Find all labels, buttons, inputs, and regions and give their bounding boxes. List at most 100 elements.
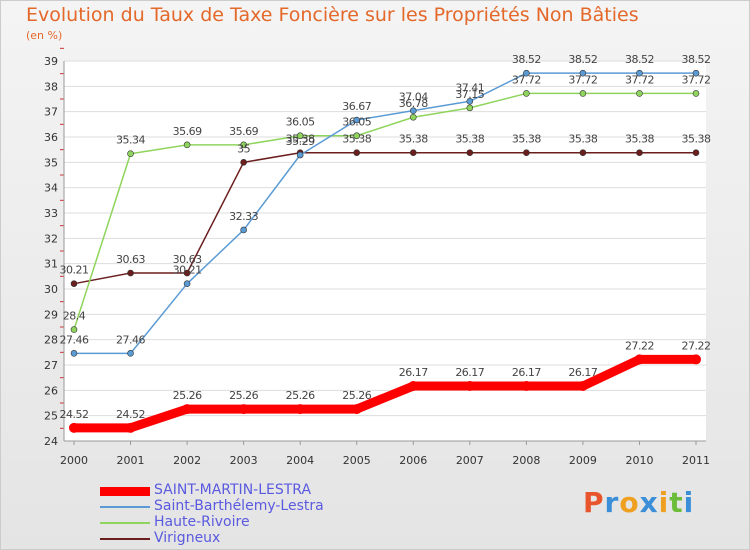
x-tick-label: 2008 bbox=[512, 454, 540, 467]
legend-swatch bbox=[100, 538, 150, 540]
data-point bbox=[295, 404, 306, 415]
data-point bbox=[183, 269, 191, 277]
data-point bbox=[579, 69, 587, 77]
data-label: 38.52 bbox=[568, 53, 597, 66]
proxiti-logo: Proxiti bbox=[583, 486, 694, 519]
data-point bbox=[636, 69, 643, 77]
y-tick-label: 28 bbox=[44, 334, 58, 347]
chart-title: Evolution du Taux de Taxe Foncière sur l… bbox=[26, 4, 639, 26]
data-point bbox=[466, 104, 474, 112]
data-label: 30.21 bbox=[60, 264, 89, 277]
data-point bbox=[70, 350, 78, 357]
data-label: 30.63 bbox=[173, 253, 202, 266]
data-point bbox=[70, 326, 78, 333]
data-label: 35 bbox=[237, 142, 250, 155]
y-tick-label: 33 bbox=[44, 207, 58, 220]
data-label: 37.41 bbox=[455, 81, 484, 94]
legend-label: Virigneux bbox=[154, 530, 221, 546]
data-label: 35.69 bbox=[173, 125, 202, 138]
series-line-0 bbox=[74, 354, 696, 433]
x-tick-label: 2006 bbox=[399, 454, 427, 467]
data-point bbox=[240, 141, 247, 149]
data-point bbox=[636, 149, 643, 157]
data-point bbox=[125, 422, 136, 433]
data-label: 30.21 bbox=[173, 264, 202, 277]
y-tick-label: 30 bbox=[44, 283, 58, 296]
logo-letter: x bbox=[639, 486, 659, 519]
legend-label: Saint-Barthélemy-Lestra bbox=[154, 498, 324, 514]
data-label: 37.72 bbox=[568, 73, 597, 86]
data-point bbox=[409, 149, 417, 157]
y-tick-label: 34 bbox=[44, 182, 58, 195]
data-point bbox=[579, 149, 587, 157]
data-label: 26.17 bbox=[399, 366, 428, 379]
data-label: 38.52 bbox=[625, 53, 654, 66]
logo-letter: o bbox=[619, 486, 640, 519]
data-label: 35.38 bbox=[625, 133, 654, 146]
data-point bbox=[408, 381, 419, 392]
y-tick-label: 25 bbox=[44, 410, 58, 423]
x-tick-label: 2001 bbox=[117, 454, 145, 467]
chart-unit: (en %) bbox=[26, 29, 63, 42]
x-tick-label: 2002 bbox=[173, 454, 201, 467]
data-point bbox=[409, 107, 417, 114]
data-point bbox=[692, 69, 700, 77]
logo-letter: t bbox=[669, 486, 684, 519]
plot-area bbox=[64, 61, 706, 441]
data-label: 37.72 bbox=[682, 73, 711, 86]
y-tick-label: 27 bbox=[44, 359, 58, 372]
x-tick-label: 2007 bbox=[456, 454, 484, 467]
data-label: 26.17 bbox=[568, 366, 597, 379]
data-point bbox=[577, 381, 588, 392]
data-point bbox=[464, 381, 475, 392]
data-label: 35.38 bbox=[399, 133, 428, 146]
y-tick-label: 36 bbox=[44, 131, 58, 144]
x-tick-label: 2004 bbox=[286, 454, 314, 467]
data-label: 32.33 bbox=[229, 210, 258, 223]
data-point bbox=[523, 90, 530, 97]
data-point bbox=[634, 354, 645, 365]
data-point bbox=[351, 404, 362, 415]
x-tick-label: 2005 bbox=[343, 454, 371, 467]
data-label: 35.38 bbox=[682, 133, 711, 146]
x-tick-label: 2010 bbox=[625, 454, 653, 467]
legend-label: Haute-Rivoire bbox=[154, 514, 250, 530]
data-point bbox=[70, 280, 78, 287]
data-label: 25.26 bbox=[342, 389, 371, 402]
y-tick-label: 24 bbox=[44, 435, 58, 448]
data-label: 25.26 bbox=[173, 389, 202, 402]
data-label: 37.15 bbox=[455, 88, 484, 101]
data-label: 26.17 bbox=[512, 366, 541, 379]
data-point bbox=[691, 354, 701, 365]
data-label: 35.34 bbox=[116, 134, 145, 147]
data-label: 37.04 bbox=[399, 91, 428, 104]
line-chart: 24 25 26 27 28 29 30 31 32 33 34 35 36 37 38 39 2000 2001… bbox=[44, 47, 711, 467]
x-tick-label: 2011 bbox=[682, 454, 710, 467]
data-point bbox=[523, 149, 530, 157]
data-point bbox=[521, 381, 532, 392]
data-label: 24.52 bbox=[60, 408, 89, 421]
data-point bbox=[692, 90, 700, 97]
legend-swatch bbox=[100, 522, 150, 524]
data-point bbox=[238, 404, 249, 415]
data-label: 25.26 bbox=[286, 389, 315, 402]
data-label: 36.05 bbox=[286, 116, 315, 129]
y-tick-label: 32 bbox=[44, 232, 58, 245]
x-tick-label: 2009 bbox=[569, 454, 597, 467]
x-tick-label: 2003 bbox=[230, 454, 258, 467]
data-point bbox=[240, 226, 247, 234]
data-point bbox=[523, 69, 530, 77]
data-label: 35.38 bbox=[342, 133, 371, 146]
data-label: 36.05 bbox=[342, 116, 371, 129]
logo-letter: i bbox=[683, 486, 695, 519]
y-tick-label: 26 bbox=[44, 384, 58, 397]
data-point bbox=[183, 280, 191, 287]
logo-letter: r bbox=[604, 486, 620, 519]
data-point bbox=[69, 422, 79, 433]
data-point bbox=[240, 159, 247, 166]
series-line-2 bbox=[73, 92, 696, 330]
legend-swatch bbox=[100, 506, 150, 508]
y-tick-label: 38 bbox=[44, 80, 58, 93]
data-point bbox=[579, 90, 587, 97]
data-label: 35.38 bbox=[512, 133, 541, 146]
